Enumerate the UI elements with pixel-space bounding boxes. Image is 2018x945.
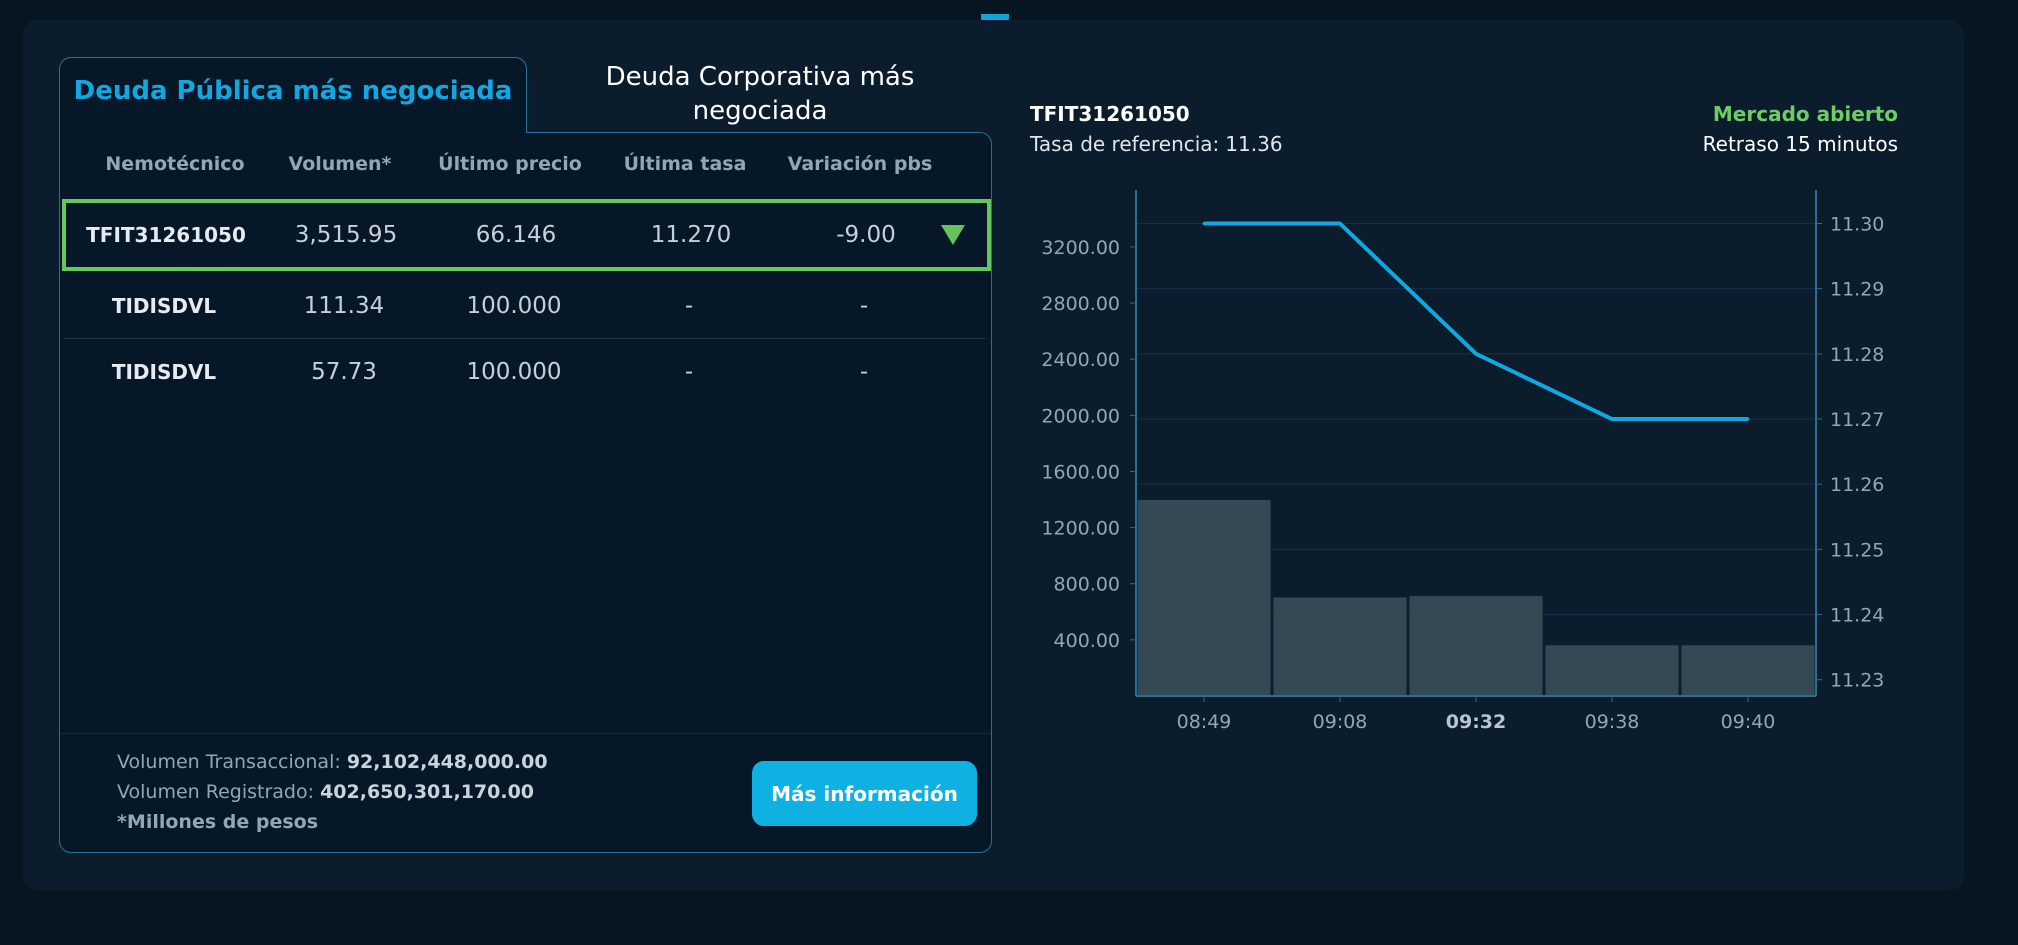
cell-precio: 66.146 <box>475 222 557 248</box>
cell-variacion: - <box>859 292 869 319</box>
x-tick-label: 08:49 <box>1177 711 1232 733</box>
cell-tasa: - <box>684 359 694 385</box>
header-nemotecnico[interactable]: Nemotécnico <box>105 153 245 175</box>
tab-deuda-publica-label: Deuda Pública más negociada <box>73 76 513 106</box>
volumen-transaccional: Volumen Transaccional: 92,102,448,000.00 <box>117 751 548 773</box>
volume-bar <box>1680 644 1816 697</box>
left-tick-label: 800.00 <box>1054 574 1120 596</box>
cell-variacion: -9.00 <box>836 222 896 248</box>
right-tick-label: 11.26 <box>1830 474 1884 496</box>
table-row[interactable]: TIDISDVL 57.73 100.000 - - <box>64 339 986 405</box>
table-row-selected[interactable]: TFIT31261050 3,515.95 66.146 11.270 -9.0… <box>62 199 991 271</box>
cell-volumen: 57.73 <box>311 359 377 385</box>
left-tick-label: 1200.00 <box>1041 518 1120 540</box>
rate-point <box>1610 417 1614 421</box>
tab-join <box>60 131 526 134</box>
volume-bar <box>1408 595 1544 697</box>
cell-volumen: 111.34 <box>303 292 385 319</box>
volumen-transaccional-value: 92,102,448,000.00 <box>346 751 548 773</box>
footer-divider <box>60 733 991 734</box>
millones-note: *Millones de pesos <box>117 811 319 833</box>
volume-bar <box>1272 596 1408 697</box>
rate-point <box>1474 352 1478 356</box>
cell-precio: 100.000 <box>466 292 562 319</box>
right-tick-label: 11.28 <box>1830 344 1884 366</box>
table-panel: Nemotécnico Volumen* Último precio Últim… <box>59 132 992 853</box>
table-row[interactable]: TIDISDVL 111.34 100.000 - - <box>64 273 986 339</box>
table-header: Nemotécnico Volumen* Último precio Últim… <box>60 153 991 183</box>
volumen-registrado: Volumen Registrado: 402,650,301,170.00 <box>117 781 534 803</box>
left-tick-label: 2400.00 <box>1041 349 1120 371</box>
header-variacion[interactable]: Variación pbs <box>787 153 933 175</box>
down-triangle-icon <box>941 225 965 245</box>
cell-variacion: - <box>859 359 869 385</box>
top-scroll-indicator <box>981 14 1009 22</box>
rate-point <box>1338 222 1342 226</box>
left-tick-label: 3200.00 <box>1041 237 1120 259</box>
detail-nemotecnico: TFIT31261050 <box>1030 102 1190 126</box>
tasa-referencia-value: 11.36 <box>1225 132 1283 156</box>
price-volume-chart: 400.00 800.00 1200.00 1600.00 2000.00 2400.00… <box>1041 190 1884 733</box>
tasa-referencia: Tasa de referencia: 11.36 <box>1030 132 1283 156</box>
left-tick-label: 400.00 <box>1054 630 1120 652</box>
volume-bar <box>1544 644 1680 697</box>
rate-line <box>1204 221 1748 422</box>
cell-nemotecnico: TIDISDVL <box>111 293 217 318</box>
x-tick-label: 09:32 <box>1446 711 1506 733</box>
volumen-transaccional-label: Volumen Transaccional: <box>117 751 341 773</box>
tasa-referencia-label: Tasa de referencia: <box>1030 132 1220 156</box>
right-tick-label: 11.30 <box>1830 214 1884 236</box>
left-tick-label: 2800.00 <box>1041 293 1120 315</box>
right-tick-label: 11.27 <box>1830 409 1884 431</box>
tab-deuda-publica[interactable]: Deuda Pública más negociada <box>59 57 527 133</box>
header-ultima-tasa[interactable]: Última tasa <box>623 153 747 175</box>
volume-bar <box>1136 499 1272 697</box>
right-tick-label: 11.24 <box>1830 605 1884 627</box>
right-tick-label: 11.23 <box>1830 670 1884 692</box>
cell-tasa: - <box>684 292 694 319</box>
rate-point <box>1746 417 1750 421</box>
mas-informacion-button[interactable]: Más información <box>752 761 977 826</box>
cell-nemotecnico: TFIT31261050 <box>86 223 246 247</box>
cell-tasa: 11.270 <box>650 222 732 248</box>
right-tick-label: 11.29 <box>1830 279 1884 301</box>
x-tick-label: 09:40 <box>1721 711 1776 733</box>
header-ultimo-precio[interactable]: Último precio <box>438 153 582 175</box>
volumen-registrado-label: Volumen Registrado: <box>117 781 315 803</box>
market-status: Mercado abierto <box>1712 102 1898 126</box>
volumen-registrado-value: 402,650,301,170.00 <box>320 781 535 803</box>
x-tick-label: 09:08 <box>1313 711 1368 733</box>
right-tick-label: 11.25 <box>1830 539 1884 561</box>
rate-point <box>1202 222 1206 226</box>
cell-volumen: 3,515.95 <box>294 222 398 248</box>
left-tick-label: 1600.00 <box>1041 461 1120 483</box>
x-tick-label: 09:38 <box>1585 711 1640 733</box>
cell-precio: 100.000 <box>466 359 562 385</box>
cell-nemotecnico: TIDISDVL <box>111 360 217 384</box>
left-tick-label: 2000.00 <box>1041 405 1120 427</box>
header-volumen[interactable]: Volumen* <box>288 153 392 175</box>
tab-deuda-corporativa[interactable]: Deuda Corporativa más negociada <box>605 62 915 126</box>
delay-notice: Retraso 15 minutos <box>1702 132 1898 156</box>
